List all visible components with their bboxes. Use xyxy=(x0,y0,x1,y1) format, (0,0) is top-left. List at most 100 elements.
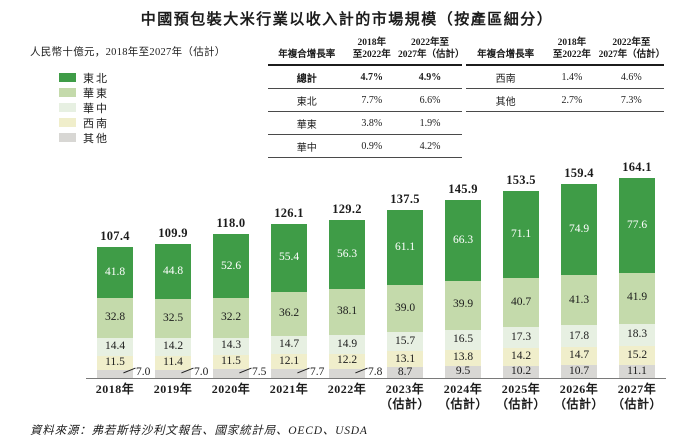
row-label: 其他 xyxy=(466,88,546,112)
segment-label: 55.4 xyxy=(278,251,300,264)
segment-label: 52.6 xyxy=(220,259,242,272)
segment-label: 14.7 xyxy=(278,338,300,351)
segment-label: 17.8 xyxy=(568,329,590,342)
segment-label: 14.2 xyxy=(162,340,184,353)
bar-segment-西南: 11.4 xyxy=(155,355,191,370)
bar-segment-東北: 41.8 xyxy=(97,247,133,298)
bar-segment-其他: 11.1 xyxy=(619,364,655,378)
segment-label: 12.2 xyxy=(336,354,358,367)
bar-segment-華東: 40.7 xyxy=(503,277,539,328)
cagr-value-2018-2022: 4.7% xyxy=(345,65,398,89)
bar-segment-東北: 55.4 xyxy=(271,224,307,292)
bar-total-label: 153.5 xyxy=(506,172,536,187)
x-axis-labels: 2018年 2019年 2020年 2021年 2022年 2023年 （估計） 2024年（… xyxy=(86,382,666,412)
segment-label: 74.9 xyxy=(568,222,590,235)
cagr-value-2022-2027: 4.2% xyxy=(397,134,462,158)
cagr-table-main-body: 總計 4.7% 4.9% 東北 7.7% 6.6% 華東 3.8% 1.9% 華中 0.9% 4.2% xyxy=(268,65,462,158)
cagr-table-secondary: 年複合增長率 2018年 至2022年 2022年至 2027年（估計） 西南 1.4… xyxy=(466,38,665,112)
bar-segment-西南: 14.2 xyxy=(503,348,539,366)
bar-segment-其他 xyxy=(155,369,191,378)
segment-label: 38.1 xyxy=(336,305,358,318)
segment-callout-label: 7.0 xyxy=(194,366,209,378)
bar-segment-東北: 44.8 xyxy=(155,244,191,299)
cagr-value-2018-2022: 3.8% xyxy=(345,111,398,135)
segment-label: 39.0 xyxy=(394,301,416,314)
segment-label: 14.2 xyxy=(510,350,532,363)
bar-segment-華中: 14.9 xyxy=(329,335,365,354)
segment-label: 14.3 xyxy=(220,339,242,352)
segment-label: 13.1 xyxy=(394,352,416,365)
cagr-value-2018-2022: 0.9% xyxy=(345,134,398,158)
segment-label: 16.5 xyxy=(452,332,474,345)
bar-column: 145.9 66.3 39.9 16.5 13.8 9.5 xyxy=(434,160,492,378)
chart-unit-subtitle: 人民幣十億元，2018年至2027年（估計） xyxy=(30,47,226,58)
segment-label: 41.3 xyxy=(568,293,590,306)
x-axis-label: 2027年 （估計） xyxy=(611,382,662,411)
table-row: 東北 7.7% 6.6% xyxy=(268,88,462,112)
segment-label: 11.4 xyxy=(163,355,183,368)
segment-label: 77.6 xyxy=(626,218,648,231)
bar-segment-西南: 12.1 xyxy=(271,353,307,369)
row-label: 華東 xyxy=(268,111,346,135)
segment-label: 32.5 xyxy=(162,311,184,324)
cagr-value-2022-2027: 4.6% xyxy=(598,65,664,89)
table-row: 華中 0.9% 4.2% xyxy=(268,134,462,158)
bar-total-label: 109.9 xyxy=(158,226,188,241)
legend-item: 華中 xyxy=(59,100,109,115)
bar-segment-東北: 74.9 xyxy=(561,183,597,276)
segment-label: 56.3 xyxy=(336,247,358,260)
bar-segment-西南: 12.2 xyxy=(329,353,365,369)
segment-label: 8.7 xyxy=(397,365,413,378)
legend-swatch xyxy=(59,118,76,127)
bar-segment-東北: 77.6 xyxy=(619,178,655,273)
bar-segment-華東: 32.8 xyxy=(97,297,133,338)
segment-label: 14.4 xyxy=(104,339,126,352)
bar-segment-東北: 61.1 xyxy=(387,210,423,285)
bar-total-label: 145.9 xyxy=(448,182,478,197)
bar-segment-華中: 18.3 xyxy=(619,323,655,346)
segment-label: 11.5 xyxy=(105,355,125,368)
bar-column: 118.0 52.6 32.2 14.3 11.5 7.5 xyxy=(202,160,266,378)
bar-segment-華東: 32.5 xyxy=(155,298,191,339)
segment-label: 32.2 xyxy=(220,311,242,324)
segment-callout-label: 7.7 xyxy=(310,366,325,378)
bar-segment-其他 xyxy=(271,368,307,378)
x-axis-label: 2019年 xyxy=(153,382,193,396)
bar-segment-東北: 66.3 xyxy=(445,200,481,281)
x-axis-label: 2024年 （估計） xyxy=(437,382,488,411)
bar-column: 164.1 77.6 41.9 18.3 15.2 11.1 xyxy=(608,160,666,378)
cagr-table-main: 年複合增長率 2018年 至2022年 2022年至 2027年（估計） 總計 4.7… xyxy=(268,38,464,158)
segment-label: 61.1 xyxy=(394,240,416,253)
legend-label: 其他 xyxy=(83,132,109,145)
bar-total-label: 137.5 xyxy=(390,192,420,207)
bar-segment-其他 xyxy=(213,368,249,378)
cagr-header-period2: 2022年至 2027年（估計） xyxy=(598,38,665,66)
x-axis-label: 2020年 xyxy=(211,382,251,396)
cagr-value-2022-2027: 1.9% xyxy=(397,111,462,135)
bar-segment-華東: 32.2 xyxy=(213,298,249,338)
legend-swatch xyxy=(59,103,76,112)
table-row: 其他 2.7% 7.3% xyxy=(466,88,664,112)
x-axis-label: 2025年 （估計） xyxy=(495,382,546,411)
bar-segment-其他: 10.2 xyxy=(503,366,539,378)
legend-swatch xyxy=(59,73,76,82)
bar-segment-華東: 36.2 xyxy=(271,291,307,337)
cagr-value-2018-2022: 7.7% xyxy=(345,88,398,112)
segment-label: 9.5 xyxy=(455,365,471,378)
bar-segment-其他 xyxy=(97,369,133,378)
segment-label: 10.2 xyxy=(510,365,532,378)
legend-swatch xyxy=(59,133,76,142)
segment-label: 11.1 xyxy=(627,364,647,377)
bar-segment-華東: 38.1 xyxy=(329,289,365,336)
x-axis-label: 2026年 （估計） xyxy=(553,382,604,411)
cagr-value-2022-2027: 4.9% xyxy=(397,65,462,89)
segment-label: 66.3 xyxy=(452,233,474,246)
table-row: 華東 3.8% 1.9% xyxy=(268,111,462,135)
segment-label: 17.3 xyxy=(510,331,532,344)
legend-swatch xyxy=(59,88,76,97)
cagr-header-period1: 2018年 至2022年 xyxy=(345,38,398,66)
row-label: 西南 xyxy=(466,65,546,89)
row-label: 總計 xyxy=(268,65,346,89)
bar-column: 159.4 74.9 41.3 17.8 14.7 10.7 xyxy=(550,160,608,378)
cagr-value-2018-2022: 1.4% xyxy=(545,65,599,89)
